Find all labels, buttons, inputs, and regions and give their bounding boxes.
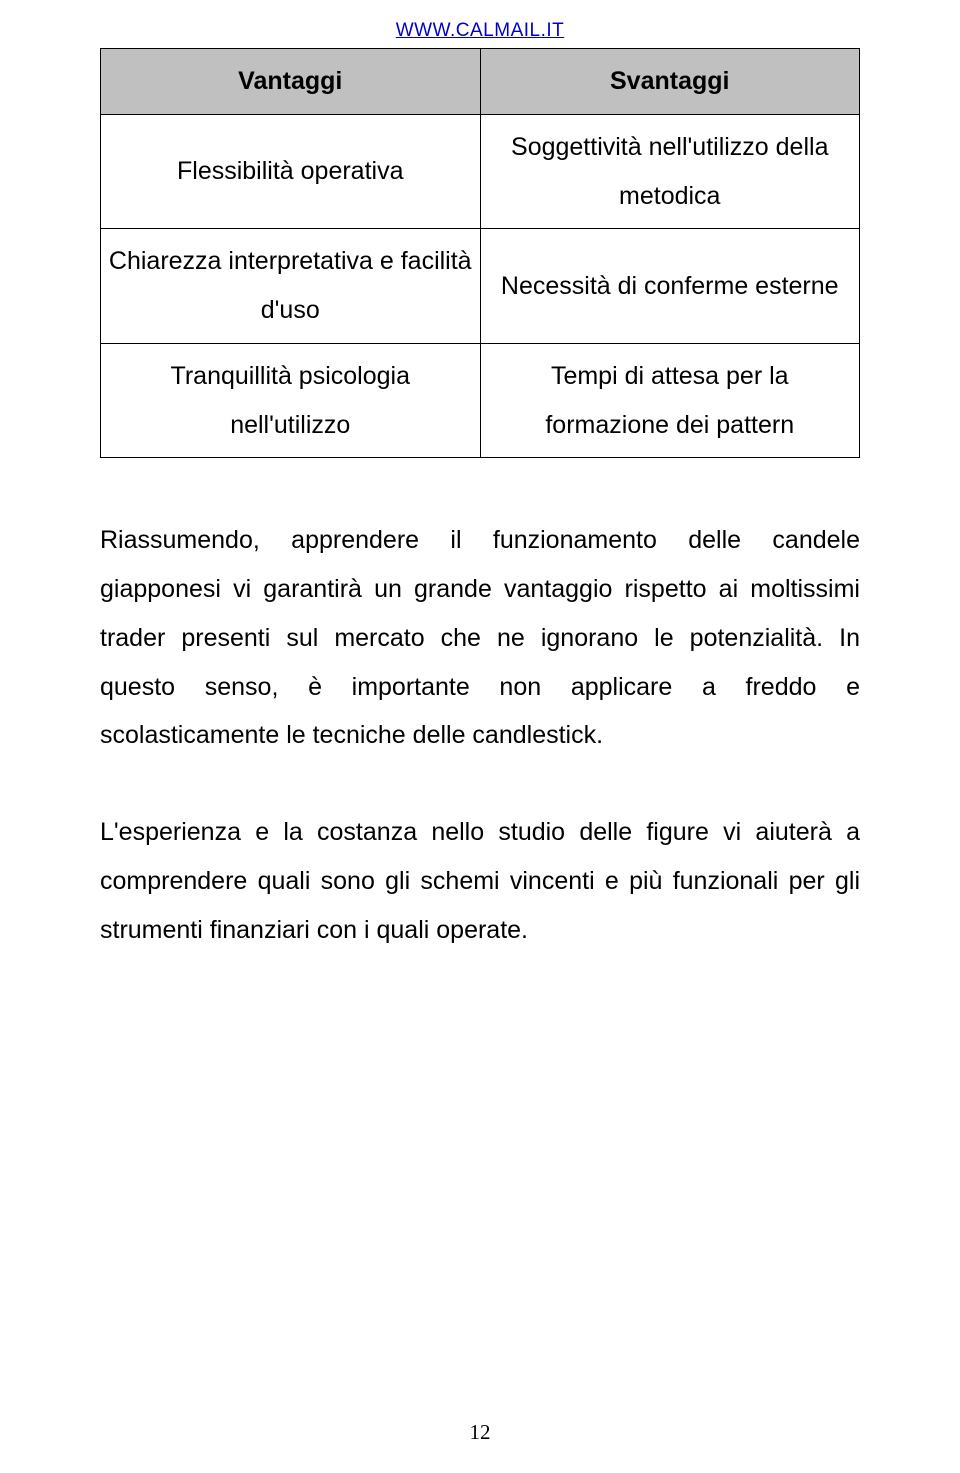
table-header-advantages: Vantaggi: [101, 49, 481, 115]
table-cell: Tempi di attesa per la formazione dei pa…: [480, 343, 860, 458]
header-url-link[interactable]: WWW.CALMAIL.IT: [100, 20, 860, 42]
body-paragraph-2: L'esperienza e la costanza nello studio …: [100, 808, 860, 954]
table-row: Chiarezza interpretativa e facilità d'us…: [101, 229, 860, 344]
table-row: Tranquillità psicologia nell'utilizzo Te…: [101, 343, 860, 458]
table-header-disadvantages: Svantaggi: [480, 49, 860, 115]
body-paragraph-1: Riassumendo, apprendere il funzionamento…: [100, 516, 860, 760]
advantages-table: Vantaggi Svantaggi Flessibilità operativ…: [100, 48, 860, 458]
table-cell: Flessibilità operativa: [101, 114, 481, 229]
page-number: 12: [0, 1420, 960, 1445]
table-cell: Chiarezza interpretativa e facilità d'us…: [101, 229, 481, 344]
table-cell: Soggettività nell'utilizzo della metodic…: [480, 114, 860, 229]
table-cell: Necessità di conferme esterne: [480, 229, 860, 344]
table-cell: Tranquillità psicologia nell'utilizzo: [101, 343, 481, 458]
table-row: Flessibilità operativa Soggettività nell…: [101, 114, 860, 229]
